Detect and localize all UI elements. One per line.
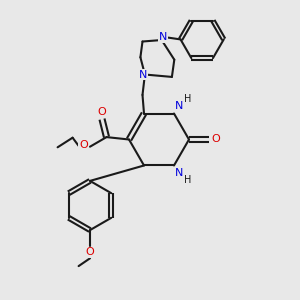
Text: O: O — [85, 247, 94, 257]
Text: O: O — [98, 106, 106, 117]
Text: O: O — [79, 140, 88, 150]
Text: N: N — [159, 32, 167, 42]
Text: N: N — [139, 70, 148, 80]
Text: O: O — [212, 134, 220, 145]
Text: H: H — [184, 94, 191, 104]
Text: N: N — [175, 101, 184, 111]
Text: N: N — [175, 168, 184, 178]
Text: H: H — [184, 175, 191, 185]
